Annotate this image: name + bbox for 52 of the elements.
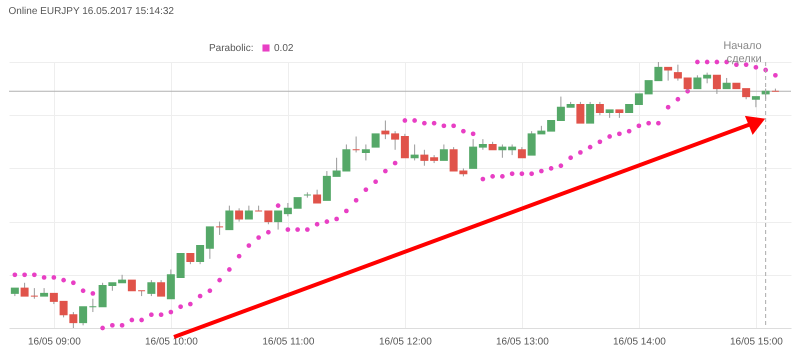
candlestick — [722, 77, 731, 90]
candlestick — [372, 133, 380, 148]
x-tick-label: 16/05 11:00 — [262, 336, 315, 348]
candlestick — [440, 144, 448, 161]
candlestick — [196, 245, 204, 265]
candlestick — [157, 280, 166, 297]
candlestick — [712, 74, 721, 94]
candlestick — [88, 298, 97, 313]
candlestick — [235, 208, 244, 222]
candlestick — [69, 312, 78, 328]
candlestick — [478, 138, 487, 150]
candlestick — [225, 205, 234, 230]
candlestick — [596, 101, 604, 116]
candlestick — [352, 136, 360, 153]
candlestick — [98, 282, 107, 308]
candlestick — [274, 210, 282, 230]
candlestick — [79, 306, 88, 326]
legend-label: Parabolic: — [209, 43, 254, 54]
x-tick-label: 16/05 09:00 — [28, 336, 82, 348]
candlestick — [128, 280, 136, 292]
text: 0.02 — [274, 43, 294, 54]
candlestick — [664, 66, 672, 82]
candlestick — [400, 133, 409, 158]
candlestick — [313, 189, 322, 204]
candlestick — [30, 288, 38, 300]
candlestick — [216, 221, 224, 236]
candlestick — [771, 88, 780, 92]
candlestick — [518, 146, 526, 158]
candlestick — [752, 96, 760, 108]
candlestick — [147, 280, 156, 297]
x-tick-label: 16/05 14:00 — [612, 336, 666, 348]
x-tick-label: 16/05 13:00 — [496, 336, 550, 348]
candlestick — [342, 144, 350, 172]
candlestick — [528, 130, 536, 156]
candlestick — [469, 138, 478, 169]
candlestick — [450, 146, 458, 172]
ref-line-label: Начало сделки — [723, 40, 762, 65]
x-tick-label: 16/05 15:00 — [730, 336, 784, 348]
x-tick-label: 16/05 10:00 — [144, 336, 198, 348]
candlestick — [264, 210, 272, 225]
candlestick — [20, 282, 29, 297]
candlestick — [244, 205, 253, 220]
candlestick — [654, 62, 662, 82]
candlestick — [186, 253, 194, 265]
chart-title: Online EURJPY 16.05.2017 15:14:32 — [8, 6, 174, 17]
candlestick — [586, 101, 594, 124]
candlestick — [206, 226, 214, 260]
candlestick — [254, 205, 263, 212]
candlestick — [410, 144, 419, 161]
candlestick — [362, 144, 370, 161]
candlestick — [576, 101, 584, 124]
x-tick-label: 16/05 12:00 — [378, 336, 432, 348]
